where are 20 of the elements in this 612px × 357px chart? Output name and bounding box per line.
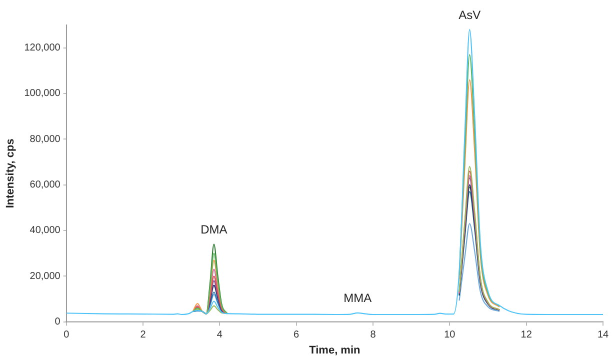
y-tick-label: 80,000 — [30, 134, 61, 145]
y-tick-label: 20,000 — [30, 270, 61, 282]
annotation: DMA — [200, 222, 228, 236]
y-tick-label: 120,000 — [24, 42, 61, 54]
x-axis-title: Time, min — [309, 344, 361, 356]
x-tick-label: 4 — [216, 330, 223, 341]
x-tick-label: 6 — [294, 330, 300, 341]
x-tick-label: 14 — [597, 330, 609, 341]
y-axis-title: Intensity, cps — [4, 138, 17, 208]
y-tick-label: 40,000 — [30, 225, 61, 236]
y-tick-label: 60,000 — [30, 180, 61, 191]
x-tick-label: 12 — [520, 330, 532, 341]
x-tick-label: 10 — [444, 330, 456, 341]
x-tick-label: 0 — [64, 330, 70, 341]
annotation: MMA — [344, 291, 372, 306]
x-tick-label: 8 — [370, 330, 376, 341]
x-tick-label: 2 — [140, 330, 146, 341]
annotation: AsV — [458, 8, 481, 22]
y-tick-label: 0 — [54, 316, 61, 328]
y-tick-label: 100,000 — [24, 88, 61, 100]
